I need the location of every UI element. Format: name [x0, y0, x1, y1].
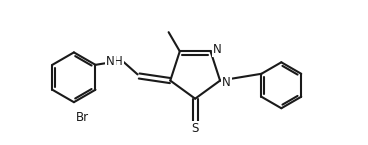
Text: S: S [191, 122, 199, 135]
Text: N: N [106, 55, 115, 68]
Text: Br: Br [75, 111, 89, 124]
Text: N: N [222, 76, 231, 89]
Text: N: N [213, 43, 221, 56]
Text: H: H [114, 55, 123, 68]
